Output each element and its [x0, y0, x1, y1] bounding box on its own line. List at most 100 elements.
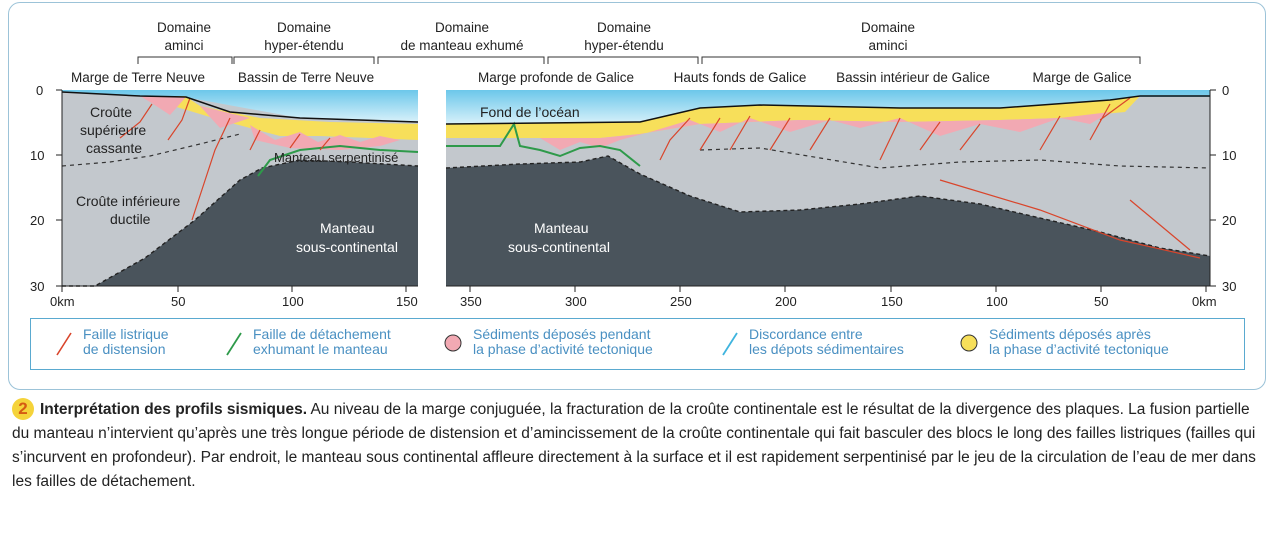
red-fault-line-icon — [56, 332, 72, 356]
label-manteau-left-2: sous-continental — [296, 239, 398, 255]
right-post-rift-sediment — [446, 96, 1140, 138]
x-tick-right-250: 250 — [670, 294, 692, 309]
legend-sediments-apres-line2: la phase d’activité tectonique — [989, 341, 1169, 357]
left-mantle — [62, 160, 418, 286]
region-bassin-terre-neuve: Bassin de Terre Neuve — [238, 70, 374, 85]
blue-line-icon — [722, 332, 738, 356]
x-axis-left — [61, 285, 418, 292]
left-post-rift-sediment — [140, 96, 418, 140]
region-marge-profonde-galice: Marge profonde de Galice — [478, 70, 634, 85]
label-manteau-right-1: Manteau — [534, 220, 588, 236]
domain-hyper-right-line2: hyper-étendu — [584, 38, 664, 53]
domain-brackets — [137, 56, 1141, 64]
caption: 2 Interprétation des profils sismiques. A… — [12, 398, 1264, 494]
domain-aminci-left-line1: Domaine — [157, 20, 211, 35]
right-ocean — [446, 90, 1210, 124]
pink-circle-icon — [444, 334, 462, 352]
legend-sediments-pendant-line2: la phase d’activité tectonique — [473, 341, 653, 357]
x-tick-right-50: 50 — [1094, 294, 1108, 309]
domain-aminci-left-line2: aminci — [164, 38, 203, 53]
x-tick-right-200: 200 — [775, 294, 797, 309]
x-tick-left-100: 100 — [282, 294, 304, 309]
left-detachment-fault — [257, 144, 419, 177]
legend-faille-listrique-line2: de distension — [83, 341, 166, 357]
depth-tick-right-0: 0 — [1222, 83, 1229, 98]
right-mantle — [446, 156, 1210, 286]
legend-sediments-apres-line1: Sédiments déposés après — [989, 326, 1151, 342]
label-croute-sup-1: Croûte — [90, 104, 132, 120]
legend-discordance-line1: Discordance entre — [749, 326, 863, 342]
left-ocean — [62, 90, 418, 122]
depth-tick-left-30: 30 — [30, 279, 44, 294]
depth-tick-left-0: 0 — [36, 83, 43, 98]
legend-item-discordance: Discordance entre les dépots sédimentair… — [749, 327, 904, 357]
depth-tick-left-20: 20 — [30, 213, 44, 228]
interior-labels: Croûte supérieure cassante Croûte inféri… — [76, 104, 610, 255]
caption-number-badge: 2 — [12, 398, 34, 420]
caption-title: Interprétation des profils sismiques. — [40, 401, 308, 418]
region-bassin-interieur-galice: Bassin intérieur de Galice — [836, 70, 990, 85]
label-croute-sup-2: supérieure — [80, 122, 146, 138]
right-detachment-fault — [446, 121, 641, 167]
legend: Faille listrique de distension Faille de… — [30, 318, 1245, 370]
right-profile — [445, 90, 1211, 286]
legend-item-faille-listrique: Faille listrique de distension — [83, 327, 169, 357]
x-tick-left-0: 0km — [50, 294, 75, 309]
legend-faille-listrique-line1: Faille listrique — [83, 326, 169, 342]
legend-discordance-line2: les dépots sédimentaires — [749, 341, 904, 357]
x-tick-right-350: 350 — [460, 294, 482, 309]
domain-aminci-right-line2: aminci — [868, 38, 907, 53]
label-croute-sup-3: cassante — [86, 140, 142, 156]
x-axis-right — [446, 285, 1210, 292]
right-seafloor-line — [445, 95, 1210, 125]
green-detachment-line-icon — [226, 332, 242, 356]
x-tick-left-150: 150 — [396, 294, 418, 309]
legend-sediments-pendant-line1: Sédiments déposés pendant — [473, 326, 651, 342]
x-tick-right-100: 100 — [986, 294, 1008, 309]
legend-item-faille-detachement: Faille de détachement exhumant le mantea… — [253, 327, 391, 357]
domain-hyper-left-line2: hyper-étendu — [264, 38, 344, 53]
left-seafloor-line — [61, 91, 419, 123]
legend-item-sediments-apres: Sédiments déposés après la phase d’activ… — [989, 327, 1169, 357]
right-brittle-ductile-boundary — [699, 147, 1211, 169]
region-hauts-fonds-galice: Hauts fonds de Galice — [674, 70, 807, 85]
label-croute-inf-1: Croûte inférieure — [76, 193, 180, 209]
depth-tick-right-10: 10 — [1222, 148, 1236, 163]
legend-item-sediments-pendant: Sédiments déposés pendant la phase d’act… — [473, 327, 653, 357]
label-croute-inf-2: ductile — [110, 211, 151, 227]
legend-faille-detachement-line1: Faille de détachement — [253, 326, 391, 342]
region-labels: Marge de Terre Neuve Bassin de Terre Neu… — [71, 70, 1132, 85]
label-manteau-serpentinise: Manteau serpentinisé — [274, 150, 398, 165]
x-tick-left-50: 50 — [171, 294, 185, 309]
depth-tick-right-30: 30 — [1222, 279, 1236, 294]
domain-hyper-right-line1: Domaine — [597, 20, 651, 35]
domain-manteau-exhume-line2: de manteau exhumé — [400, 38, 523, 53]
x-tick-right-0km: 0km — [1192, 294, 1217, 309]
x-tick-right-300: 300 — [565, 294, 587, 309]
x-labels-left: 0km 50 100 150 — [50, 294, 418, 309]
left-brittle-ductile-boundary — [61, 133, 241, 167]
x-tick-right-150: 150 — [881, 294, 903, 309]
domain-manteau-exhume-line1: Domaine — [435, 20, 489, 35]
right-listric-faults — [659, 97, 1201, 259]
x-labels-right: 350 300 250 200 150 100 50 0km — [460, 294, 1217, 309]
right-moho — [445, 155, 1211, 257]
seismic-profile-diagram: Domaine aminci Domaine hyper-étendu Doma… — [30, 20, 1236, 309]
left-syn-rift-sediment — [140, 96, 400, 150]
left-moho — [62, 159, 419, 287]
domain-aminci-right-line1: Domaine — [861, 20, 915, 35]
depth-axis-right — [1209, 89, 1216, 287]
label-fond-ocean: Fond de l’océan — [480, 104, 580, 120]
domain-hyper-left-line1: Domaine — [277, 20, 331, 35]
depth-labels-right: 0 10 20 30 — [1222, 83, 1236, 294]
label-manteau-right-2: sous-continental — [508, 239, 610, 255]
label-manteau-left-1: Manteau — [320, 220, 374, 236]
right-syn-rift-sediment — [540, 112, 1110, 150]
left-listric-faults — [119, 97, 331, 221]
left-profile — [61, 90, 419, 287]
region-marge-galice: Marge de Galice — [1032, 70, 1131, 85]
caption-text: Au niveau de la marge conjuguée, la frac… — [12, 401, 1256, 490]
yellow-circle-icon — [960, 334, 978, 352]
legend-faille-detachement-line2: exhumant le manteau — [253, 341, 388, 357]
domain-labels: Domaine aminci Domaine hyper-étendu Doma… — [157, 20, 915, 53]
